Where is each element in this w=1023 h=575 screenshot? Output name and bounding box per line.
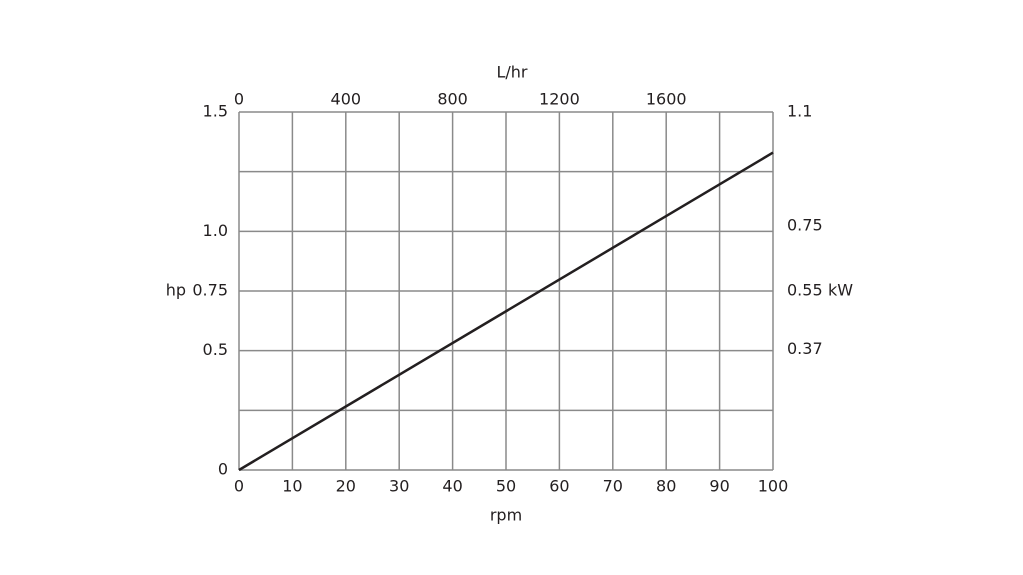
x-tick-label: 40 <box>442 477 462 496</box>
y-tick-label: 1.5 <box>203 102 228 121</box>
x-tick-label: 80 <box>656 477 676 496</box>
y-tick-label: 0.75 <box>192 281 228 300</box>
y-tick-label: 0.5 <box>203 340 228 359</box>
y2-tick-label: 0.37 <box>787 339 823 358</box>
x-tick-label: 100 <box>758 477 789 496</box>
line <box>238 151 774 472</box>
x2-axis-label: L/hr <box>496 63 527 82</box>
y-axis-label: hp <box>166 281 186 300</box>
x2-tick-label: 0 <box>234 90 244 109</box>
x-axis-label: rpm <box>490 506 522 525</box>
x-tick-label: 50 <box>496 477 516 496</box>
x-tick-label: 60 <box>549 477 569 496</box>
x-tick-label: 10 <box>282 477 302 496</box>
x2-tick-label: 1600 <box>646 90 687 109</box>
x-tick-label: 70 <box>603 477 623 496</box>
y2-tick-label: 1.1 <box>787 102 812 121</box>
x2-tick-label: 1200 <box>539 90 580 109</box>
x2-tick-label: 800 <box>437 90 468 109</box>
x2-tick-label: 400 <box>331 90 362 109</box>
x-tick-label: 90 <box>709 477 729 496</box>
y2-tick-label: 0.75 <box>787 215 823 234</box>
x-tick-label: 20 <box>336 477 356 496</box>
y-tick-label: 1.0 <box>203 221 228 240</box>
x-tick-label: 30 <box>389 477 409 496</box>
y2-tick-label: 0.55 <box>787 281 823 300</box>
y2-axis-label: kW <box>828 281 853 300</box>
y-tick-label: 0 <box>218 460 228 479</box>
x-tick-label: 0 <box>234 477 244 496</box>
